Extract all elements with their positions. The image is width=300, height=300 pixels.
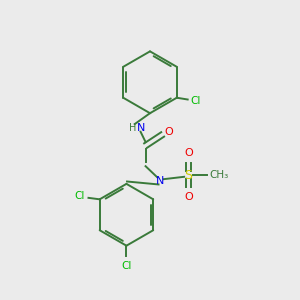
Text: N: N bbox=[156, 176, 164, 186]
Text: O: O bbox=[184, 148, 193, 158]
Text: S: S bbox=[184, 169, 192, 182]
Text: H: H bbox=[129, 123, 137, 133]
Text: Cl: Cl bbox=[74, 191, 85, 201]
Text: Cl: Cl bbox=[121, 261, 132, 271]
Text: O: O bbox=[165, 127, 173, 137]
Text: O: O bbox=[184, 192, 193, 202]
Text: N: N bbox=[136, 123, 145, 133]
Text: Cl: Cl bbox=[191, 96, 201, 106]
Text: CH₃: CH₃ bbox=[209, 170, 228, 180]
